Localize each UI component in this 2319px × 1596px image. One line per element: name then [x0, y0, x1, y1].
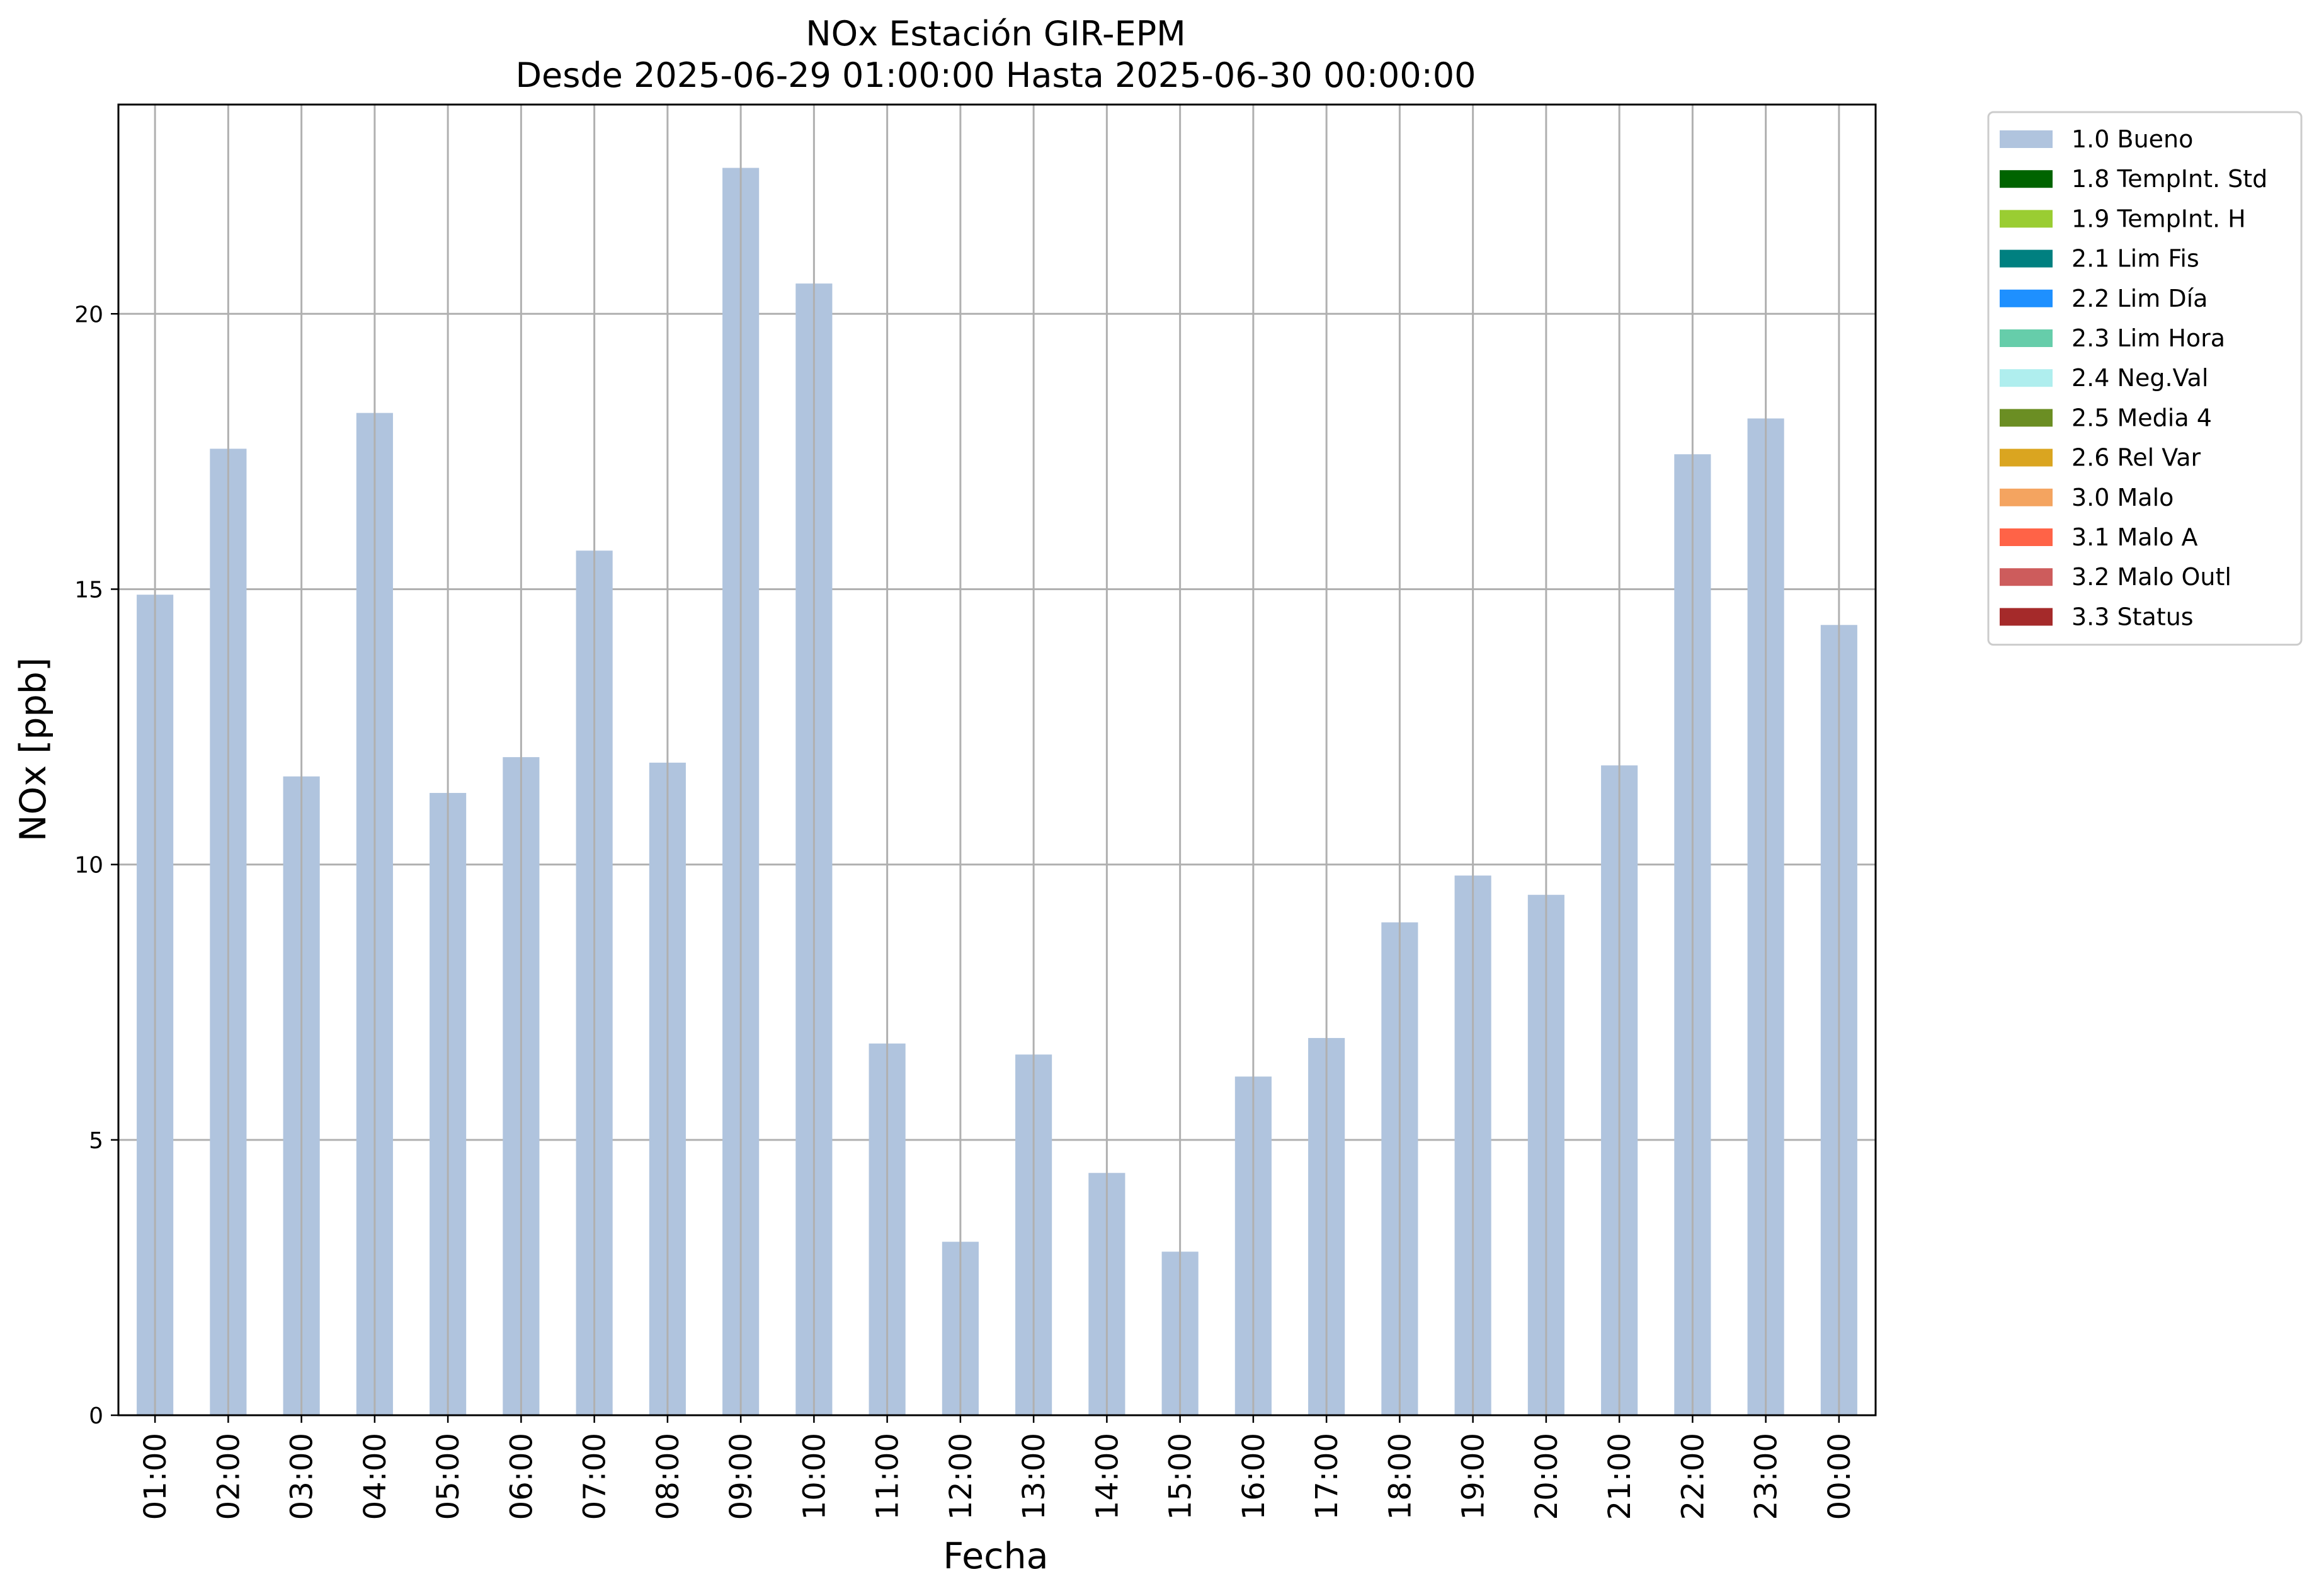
y-axis-label: NOx [ppb] [13, 658, 54, 841]
x-tick-label: 08:00 [651, 1433, 686, 1520]
x-axis-label: Fecha [943, 1536, 1048, 1577]
x-tick-label: 15:00 [1163, 1433, 1199, 1520]
legend-label: 1.8 TempInt. Std [2071, 165, 2267, 193]
legend: 1.0 Bueno 1.8 TempInt. Std 1.9 TempInt. H 2… [1987, 111, 2303, 646]
x-grid [154, 105, 1840, 1415]
legend-label: 2.6 Rel Var [2071, 444, 2201, 472]
x-tick-label: 21:00 [1602, 1433, 1638, 1520]
y-ticks: 0 5 10 15 20 [74, 302, 118, 1429]
legend-label: 2.2 Lim Día [2071, 285, 2208, 312]
legend-label: 3.0 Malo [2071, 484, 2174, 511]
legend-label: 1.0 Bueno [2071, 125, 2193, 153]
legend-swatch [2000, 448, 2053, 467]
legend-swatch [2000, 130, 2053, 148]
y-tick-label: 15 [74, 577, 103, 603]
plot-frame [117, 103, 1877, 1416]
legend-swatch [2000, 488, 2053, 506]
legend-swatch [2000, 409, 2053, 427]
x-tick-label: 10:00 [797, 1433, 832, 1520]
x-tick-label: 04:00 [358, 1433, 393, 1520]
x-tick-label: 13:00 [1017, 1433, 1052, 1520]
x-tick-label: 07:00 [578, 1433, 613, 1520]
legend-label: 3.1 Malo A [2071, 523, 2197, 551]
x-ticks: 01:00 02:00 03:00 04:00 05:00 06:00 07:00 08:00… [138, 1415, 1857, 1520]
bars [137, 168, 1857, 1416]
x-tick-label: 14:00 [1090, 1433, 1125, 1520]
y-tick-label: 10 [74, 853, 103, 879]
x-tick-label: 02:00 [211, 1433, 246, 1520]
legend-label: 3.2 Malo Outl [2071, 563, 2231, 591]
x-tick-label: 16:00 [1236, 1433, 1272, 1520]
axes [117, 103, 1877, 1416]
x-tick-label: 20:00 [1529, 1433, 1564, 1520]
legend-swatch [2000, 210, 2053, 228]
legend-label: 2.3 Lim Hora [2071, 324, 2225, 352]
x-tick-label: 00:00 [1822, 1433, 1857, 1520]
x-tick-label: 09:00 [724, 1433, 759, 1520]
legend-swatch [2000, 170, 2053, 188]
legend-label: 3.3 Status [2071, 603, 2194, 630]
legend-label: 2.4 Neg.Val [2071, 364, 2208, 392]
x-tick-label: 22:00 [1675, 1433, 1711, 1520]
legend-swatch [2000, 289, 2053, 307]
legend-swatch [2000, 329, 2053, 347]
legend-swatch [2000, 528, 2053, 546]
y-tick-label: 20 [74, 302, 103, 328]
legend-label: 1.9 TempInt. H [2071, 205, 2246, 232]
chart-title: NOx Estación GIR-EPM [806, 14, 1186, 54]
legend-swatch [2000, 568, 2053, 586]
x-tick-label: 06:00 [504, 1433, 539, 1520]
y-tick-label: 5 [89, 1128, 103, 1154]
legend-swatch [2000, 369, 2053, 387]
x-tick-label: 17:00 [1309, 1433, 1345, 1520]
chart-subtitle: Desde 2025-06-29 01:00:00 Hasta 2025-06-… [515, 55, 1476, 95]
x-tick-label: 01:00 [138, 1433, 173, 1520]
x-tick-label: 05:00 [431, 1433, 466, 1520]
legend-swatch [2000, 249, 2053, 268]
legend-box [1987, 111, 2303, 646]
legend-label: 2.1 Lim Fis [2071, 245, 2199, 273]
x-tick-label: 03:00 [285, 1433, 320, 1520]
legend-swatch [2000, 608, 2053, 626]
x-tick-label: 23:00 [1749, 1433, 1784, 1520]
legend-label: 2.5 Media 4 [2071, 404, 2212, 431]
x-tick-label: 11:00 [870, 1433, 906, 1520]
x-tick-label: 12:00 [943, 1433, 979, 1520]
y-tick-label: 0 [89, 1403, 103, 1429]
x-tick-label: 18:00 [1382, 1433, 1418, 1520]
x-tick-label: 19:00 [1456, 1433, 1491, 1520]
